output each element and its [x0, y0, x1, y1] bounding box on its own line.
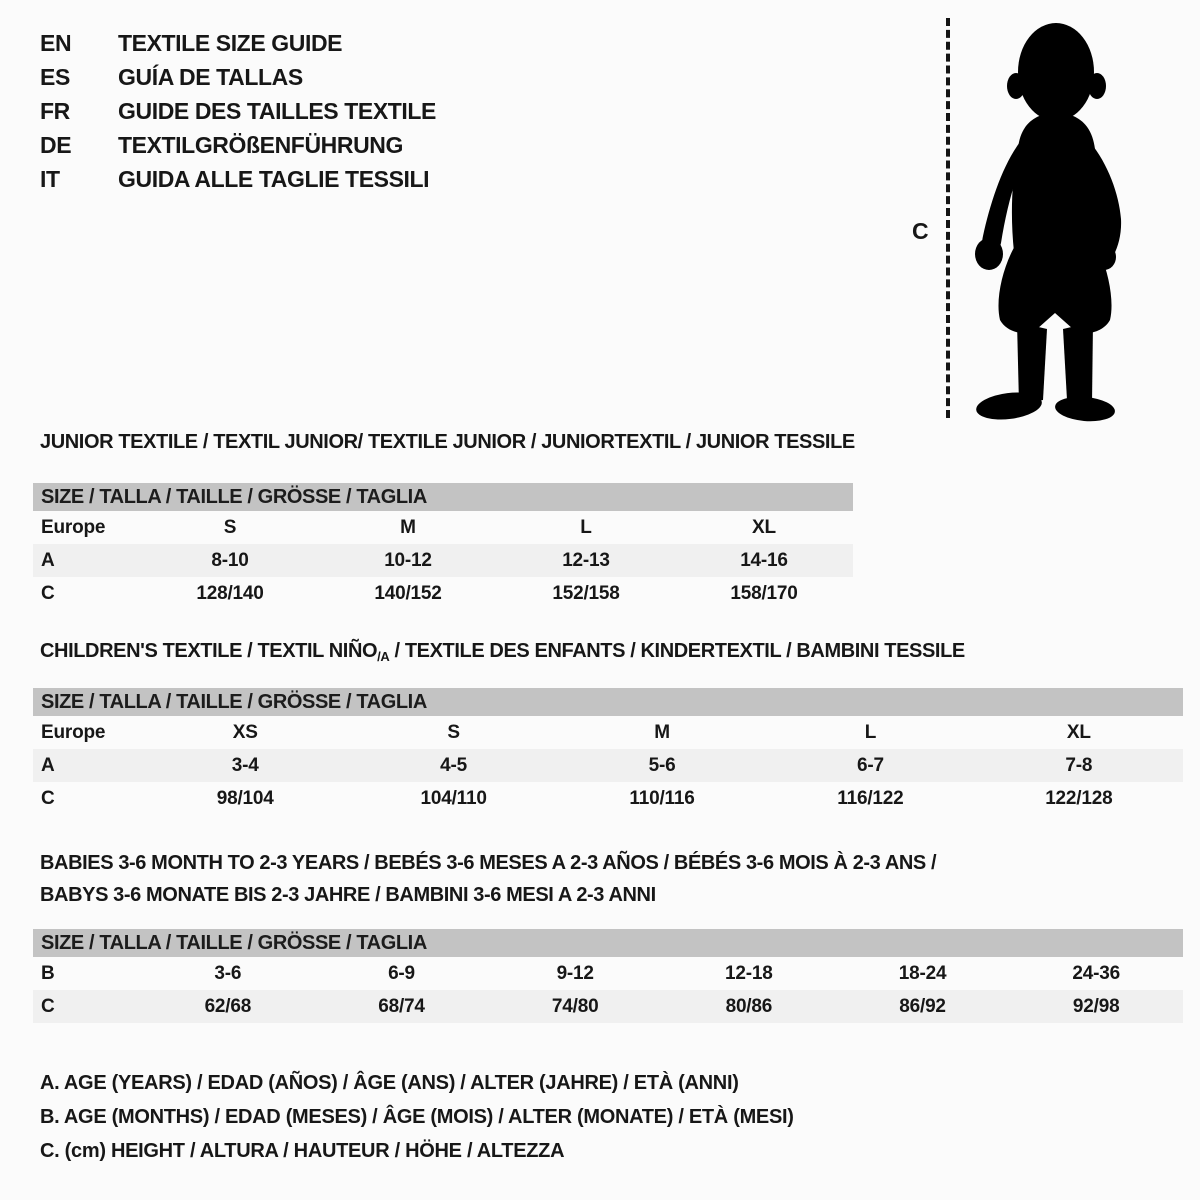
children-title-sub: /A [377, 649, 390, 664]
row-label: A [41, 549, 55, 571]
size-cell: 140/152 [374, 582, 442, 604]
size-cell: 3-4 [231, 754, 259, 776]
language-label: TEXTILGRÖßENFÜHRUNG [118, 131, 403, 158]
size-cell: L [580, 516, 592, 538]
size-cell: XL [752, 516, 776, 538]
height-measure-label: C [912, 218, 929, 244]
size-cell: 152/158 [552, 582, 620, 604]
size-cell: XS [232, 721, 258, 743]
size-cell: 158/170 [730, 582, 798, 604]
section-title-babies: BABIES 3-6 MONTH TO 2-3 YEARS / BEBÉS 3-… [40, 847, 937, 911]
language-row: IT GUIDA ALLE TAGLIE TESSILI [40, 162, 436, 196]
language-code: ES [40, 63, 70, 90]
size-cell: 9-12 [556, 962, 594, 984]
language-row: ES GUÍA DE TALLAS [40, 60, 436, 94]
language-code: FR [40, 97, 70, 124]
table-row: A 8-10 10-12 12-13 14-16 [33, 544, 853, 577]
size-cell: M [400, 516, 416, 538]
language-row: DE TEXTILGRÖßENFÜHRUNG [40, 128, 436, 162]
table-row: Europe S M L XL [33, 511, 853, 544]
language-label: TEXTILE SIZE GUIDE [118, 29, 343, 56]
children-title-pre: CHILDREN'S TEXTILE / TEXTIL NIÑO [40, 640, 378, 662]
size-cell: 86/92 [899, 995, 946, 1017]
babies-title-line2: BABYS 3-6 MONATE BIS 2-3 JAHRE / BAMBINI… [40, 884, 656, 906]
size-cell: 6-9 [388, 962, 415, 984]
size-cell: 104/110 [420, 787, 487, 809]
table-row: C 62/68 68/74 74/80 80/86 86/92 92/98 [33, 990, 1183, 1023]
language-title-block: EN TEXTILE SIZE GUIDE ES GUÍA DE TALLAS FR GU… [40, 26, 436, 196]
table-row: B 3-6 6-9 9-12 12-18 18-24 24-36 [33, 957, 1183, 990]
table-row: A 3-4 4-5 5-6 6-7 7-8 [33, 749, 1183, 782]
size-cell: 12-13 [562, 549, 610, 571]
section-title-junior: JUNIOR TEXTILE / TEXTIL JUNIOR/ TEXTILE … [40, 431, 855, 453]
language-row: EN TEXTILE SIZE GUIDE [40, 26, 436, 60]
table-row: C 128/140 140/152 152/158 158/170 [33, 577, 853, 610]
size-cell: 3-6 [214, 962, 242, 984]
junior-table-rows: Europe S M L XL A 8-10 10-12 12-13 14-16 C 128/140 1… [33, 511, 853, 610]
row-label: Europe [41, 721, 106, 743]
height-dashed-line [946, 18, 950, 418]
size-cell: 6-7 [856, 754, 884, 776]
size-cell: 12-18 [725, 962, 773, 984]
size-cell: 98/104 [216, 787, 274, 809]
size-cell: 10-12 [384, 549, 432, 571]
section-title-children: CHILDREN'S TEXTILE / TEXTIL NIÑO/A / TEX… [40, 640, 965, 664]
size-cell: 92/98 [1072, 995, 1120, 1017]
size-cell: 14-16 [740, 549, 788, 571]
language-code: DE [40, 131, 72, 158]
size-bar-babies: SIZE / TALLA / TAILLE / GRÖSSE / TAGLIA [33, 929, 1183, 957]
children-table-rows: Europe XS S M L XL A 3-4 4-5 5-6 6-7 7-8 C 98/104 104/… [33, 716, 1183, 815]
size-cell: S [223, 516, 237, 538]
language-row: FR GUIDE DES TAILLES TEXTILE [40, 94, 436, 128]
row-label: C [41, 787, 55, 809]
size-cell: 7-8 [1065, 754, 1093, 776]
size-cell: 8-10 [211, 549, 249, 571]
size-cell: 4-5 [440, 754, 468, 776]
legend-block: A. AGE (YEARS) / EDAD (AÑOS) / ÂGE (ANS)… [40, 1066, 794, 1168]
size-cell: 74/80 [551, 995, 599, 1017]
language-label: GUIDE DES TAILLES TEXTILE [118, 97, 436, 124]
children-size-table: SIZE / TALLA / TAILLE / GRÖSSE / TAGLIA … [33, 688, 1183, 815]
height-figure: C [900, 12, 1162, 426]
junior-size-table: SIZE / TALLA / TAILLE / GRÖSSE / TAGLIA … [33, 483, 853, 610]
size-cell: 80/86 [725, 995, 773, 1017]
size-cell: 122/128 [1045, 787, 1113, 809]
size-cell: 62/68 [204, 995, 252, 1017]
size-cell: 5-6 [648, 754, 676, 776]
row-label: Europe [41, 516, 106, 538]
legend-line: A. AGE (YEARS) / EDAD (AÑOS) / ÂGE (ANS)… [40, 1071, 739, 1094]
size-cell: 128/140 [196, 582, 264, 604]
babies-table-rows: B 3-6 6-9 9-12 12-18 18-24 24-36 C 62/68 68/74 74/… [33, 957, 1183, 1023]
size-cell: XL [1066, 721, 1091, 743]
babies-title-line1: BABIES 3-6 MONTH TO 2-3 YEARS / BEBÉS 3-… [40, 852, 937, 874]
table-row: C 98/104 104/110 110/116 116/122 122/128 [33, 782, 1183, 815]
size-cell: 18-24 [898, 962, 947, 984]
baby-silhouette-icon [975, 23, 1122, 422]
row-label: C [41, 582, 55, 604]
legend-line: B. AGE (MONTHS) / EDAD (MESES) / ÂGE (MO… [40, 1105, 794, 1128]
language-label: GUIDA ALLE TAGLIE TESSILI [118, 165, 430, 192]
table-row: Europe XS S M L XL [33, 716, 1183, 749]
row-label: B [41, 962, 55, 984]
children-title-post: / TEXTILE DES ENFANTS / KINDERTEXTIL / B… [389, 640, 966, 662]
row-label: C [41, 995, 55, 1017]
size-cell: L [864, 721, 877, 743]
language-label: GUÍA DE TALLAS [118, 63, 303, 90]
size-cell: 116/122 [837, 787, 904, 809]
size-bar-junior: SIZE / TALLA / TAILLE / GRÖSSE / TAGLIA [33, 483, 853, 511]
size-cell: 68/74 [378, 995, 425, 1017]
language-code: IT [40, 165, 60, 192]
size-bar-children: SIZE / TALLA / TAILLE / GRÖSSE / TAGLIA [33, 688, 1183, 716]
babies-size-table: SIZE / TALLA / TAILLE / GRÖSSE / TAGLIA … [33, 929, 1183, 1023]
legend-line: C. (cm) HEIGHT / ALTURA / HAUTEUR / HÖHE… [40, 1139, 565, 1162]
language-code: EN [40, 29, 72, 56]
size-cell: S [447, 721, 460, 743]
row-label: A [41, 754, 55, 776]
size-cell: 24-36 [1072, 962, 1120, 984]
size-cell: M [654, 721, 670, 743]
size-cell: 110/116 [629, 787, 695, 809]
